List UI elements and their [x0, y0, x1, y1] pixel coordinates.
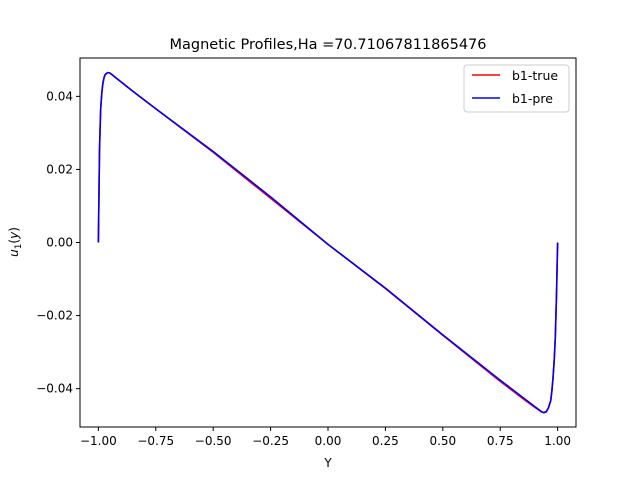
- y-tick-label: 0.02: [46, 162, 73, 176]
- legend-label-b1-true: b1-true: [512, 68, 558, 83]
- x-tick-label: 0.75: [487, 434, 514, 448]
- y-tick-label: 0.04: [46, 89, 73, 103]
- x-tick-label: 0.50: [429, 434, 456, 448]
- legend: b1-true b1-pre: [463, 64, 570, 113]
- y-tick-label: −0.04: [36, 382, 73, 396]
- x-tick-label: 0.00: [315, 434, 342, 448]
- x-tick-label: 0.25: [372, 434, 399, 448]
- legend-label-b1-pre: b1-pre: [512, 91, 553, 106]
- y-tick-label: −0.02: [36, 309, 73, 323]
- legend-box: [463, 64, 570, 113]
- y-axis: −0.04 −0.02 0.00 0.02 0.04: [36, 89, 80, 396]
- x-axis: −1.00 −0.75 −0.50 −0.25 0.00 0.25 0.50 0.75 1.00: [80, 427, 571, 448]
- x-axis-label: Y: [323, 456, 332, 470]
- x-tick-label: −0.50: [195, 434, 232, 448]
- plot-area: [97, 71, 559, 414]
- y-tick-label: 0.00: [46, 236, 73, 250]
- chart-title: Magnetic Profiles,Ha =70.71067811865476: [169, 37, 486, 53]
- x-tick-label: −0.75: [137, 434, 174, 448]
- x-tick-label: 1.00: [544, 434, 571, 448]
- y-axis-label: u1(y): [7, 227, 24, 257]
- series-line-b1-pre: [97, 71, 559, 414]
- x-tick-label: −1.00: [80, 434, 117, 448]
- x-tick-label: −0.25: [252, 434, 289, 448]
